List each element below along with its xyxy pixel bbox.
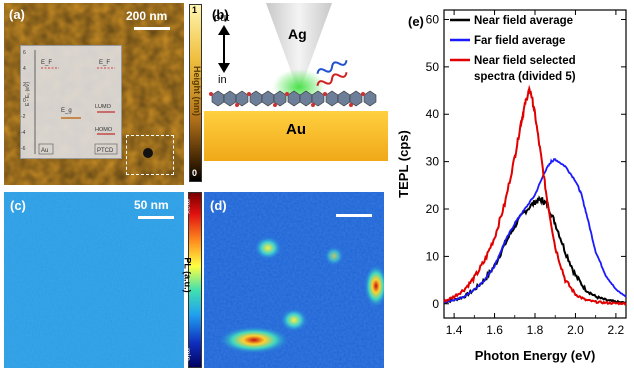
arrow-up-icon	[218, 25, 230, 35]
inset-ptcd-label: PTCD	[97, 148, 114, 154]
wave-blue-icon	[316, 60, 348, 74]
series-line	[443, 158, 627, 304]
ef-label-left: E_F	[41, 60, 52, 66]
x-tick-label: 1.6	[486, 323, 503, 337]
scalebar-label-c: 50 nm	[134, 198, 169, 212]
legend-label: Near field average	[474, 15, 573, 27]
y-tick-label: 40	[426, 107, 440, 121]
panel-e: 1.4 1.6 1.8 2.0 2.2 0 10 20 30 40 50 60 Photon Energ…	[392, 0, 634, 371]
eg-label: E_g	[61, 108, 72, 114]
height-colorbar	[189, 4, 202, 182]
y-tick-label: 20	[426, 202, 440, 216]
x-tick-label: 2.2	[608, 323, 625, 337]
scalebar-label-a: 200 nm	[126, 9, 168, 23]
in-label: in	[218, 74, 227, 86]
pl-colorbar-max: max	[183, 198, 193, 215]
inset-au-label: Au	[41, 148, 48, 154]
homo-label: HOMO	[95, 127, 113, 133]
panel-label-c: (c)	[10, 198, 26, 213]
selection-box	[126, 135, 174, 175]
series-line	[443, 195, 626, 305]
pl-colorbar-title: PL (a.u.)	[182, 257, 193, 293]
inset-ytick: 4	[23, 66, 26, 72]
au-substrate	[204, 111, 388, 161]
scalebar-d	[336, 214, 372, 217]
series-line	[443, 84, 627, 306]
x-axis-label: Photon Energy (eV)	[475, 348, 596, 363]
panel-a: 6 4 2 0 -2 -4 -6 E - E₀ (eV) E_F E_F E_g…	[4, 3, 184, 185]
y-tick-label: 30	[426, 155, 440, 169]
scalebar-a	[134, 27, 170, 30]
legend-label: Far field average	[474, 35, 565, 47]
ef-label-right: E_F	[99, 60, 110, 66]
ptcda-molecules-icon	[209, 90, 377, 107]
tepl-spectra-chart: 1.4 1.6 1.8 2.0 2.2 0 10 20 30 40 50 60 Photon Energ…	[396, 9, 627, 363]
y-tick-label: 60	[426, 12, 440, 26]
y-tick-label: 50	[426, 60, 440, 74]
inset-ytick: 2	[23, 82, 26, 88]
pl-colorbar-min: min	[182, 348, 192, 361]
panel-d: (d)	[204, 192, 384, 368]
inset-ytick: 0	[23, 98, 26, 104]
inset-ytick: -2	[21, 114, 26, 120]
pl-colorbar	[188, 192, 202, 368]
panel-label-b: (b)	[212, 7, 229, 22]
y-axis-label: TEPL (cps)	[396, 130, 411, 198]
x-tick-label: 2.0	[567, 323, 584, 337]
panel-b: Ag out in	[204, 3, 388, 185]
x-tick-label: 1.4	[446, 323, 463, 337]
arrow-down-icon	[218, 63, 230, 73]
y-tick-label: 10	[426, 249, 440, 263]
inset-ylabel: E - E₀ (eV)	[25, 82, 31, 106]
inset-ytick: -4	[21, 130, 26, 136]
au-label: Au	[286, 121, 306, 138]
y-tick-label: 0	[432, 297, 439, 311]
lumo-label: LUMO	[95, 104, 112, 110]
legend-label: Near field selected	[474, 55, 576, 67]
inset-ytick: -6	[21, 146, 26, 152]
panel-label-e: (e)	[408, 14, 424, 29]
panel-label-d: (d)	[210, 198, 227, 213]
wave-red-icon	[316, 72, 348, 86]
height-colorbar-max: 1	[192, 5, 198, 15]
pl-map-far-field	[4, 192, 184, 368]
panel-c: (c) 50 nm	[4, 192, 184, 368]
panel-label-a: (a)	[9, 7, 25, 22]
inset-ytick: 6	[23, 50, 26, 56]
height-colorbar-title: Height (nm)	[192, 66, 202, 116]
ag-tip	[266, 3, 332, 85]
energy-diagram-inset: 6 4 2 0 -2 -4 -6 E - E₀ (eV) E_F E_F E_g…	[20, 45, 122, 159]
ag-label: Ag	[288, 26, 307, 42]
pl-map-near-field	[204, 192, 384, 368]
scalebar-c	[138, 216, 174, 219]
tepl-schematic: Ag out in	[204, 3, 388, 161]
legend-label: spectra (divided 5)	[474, 71, 576, 83]
height-colorbar-min: 0	[192, 168, 198, 178]
out-label: out	[214, 12, 229, 24]
x-tick-label: 1.8	[527, 323, 544, 337]
